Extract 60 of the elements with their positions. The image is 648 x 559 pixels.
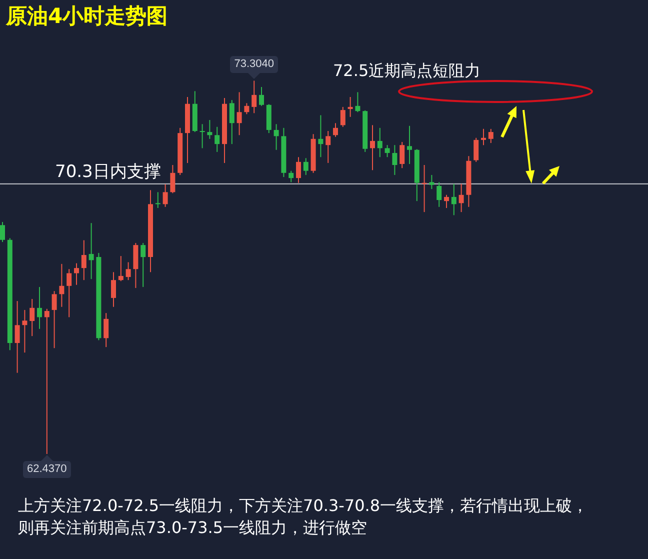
candlestick <box>118 256 124 282</box>
text: 则再关注前期高点73.0-73.5一线阻力，进行做空 <box>18 518 368 538</box>
annotation: 62.4370 <box>22 460 71 478</box>
annotation: 73.3040 <box>230 56 278 74</box>
candlestick <box>429 174 434 190</box>
candlestick <box>451 183 456 216</box>
candlestick <box>288 170 294 183</box>
candlestick <box>318 114 324 158</box>
candlestick <box>52 290 57 349</box>
candlestick <box>370 124 375 171</box>
candlestick <box>340 106 346 128</box>
candlestick <box>274 124 279 150</box>
candlestick <box>384 144 390 158</box>
candlestick <box>14 300 20 374</box>
candlestick <box>104 312 109 348</box>
candlestick <box>303 158 308 176</box>
candlestick <box>333 122 338 138</box>
candlestick <box>162 184 168 208</box>
candlestick <box>200 124 205 149</box>
candlestick <box>400 141 405 169</box>
candlestick <box>296 156 301 184</box>
candlestick <box>458 183 464 213</box>
candlestick <box>236 92 242 136</box>
candlestick <box>259 86 264 106</box>
chart-title: 原油4小时走势图 <box>6 4 168 28</box>
candlestick <box>126 262 131 281</box>
candlestick <box>474 137 479 162</box>
candlestick <box>37 286 42 330</box>
candlestick <box>355 92 360 113</box>
candlestick <box>207 120 212 140</box>
candlestick <box>140 242 146 288</box>
candlestick <box>0 222 5 242</box>
candlestick <box>74 262 79 286</box>
candlestick <box>155 192 160 208</box>
candlestick <box>22 309 28 354</box>
candlestick <box>59 263 64 308</box>
candlestick <box>229 100 234 145</box>
candlestick <box>81 240 86 281</box>
candlestick <box>392 144 398 176</box>
text: 上方关注72.0-72.5一线阻力，下方关注70.3-70.8一线支撑，若行情出现上破， <box>18 496 588 516</box>
text: 72.5近期高点短阻力 <box>333 61 481 81</box>
ref-line-label: 70.3日内支撑 <box>55 162 161 182</box>
candlestick <box>170 164 176 194</box>
candlestick <box>214 126 220 152</box>
candlestick <box>422 164 427 213</box>
candlestick <box>44 308 50 454</box>
candlestick <box>488 128 494 144</box>
candlestick <box>326 130 331 164</box>
candlestick <box>30 298 35 337</box>
candlestick <box>377 127 382 158</box>
candlestick <box>252 80 257 114</box>
candlestick <box>436 182 442 208</box>
candlestick <box>111 272 116 308</box>
candlestick <box>88 222 94 280</box>
candlestick <box>244 102 250 115</box>
candlestick <box>444 194 449 208</box>
candlestick <box>66 268 72 318</box>
candlestick <box>407 125 412 164</box>
candlestick <box>481 128 486 146</box>
candlestick <box>348 96 353 118</box>
